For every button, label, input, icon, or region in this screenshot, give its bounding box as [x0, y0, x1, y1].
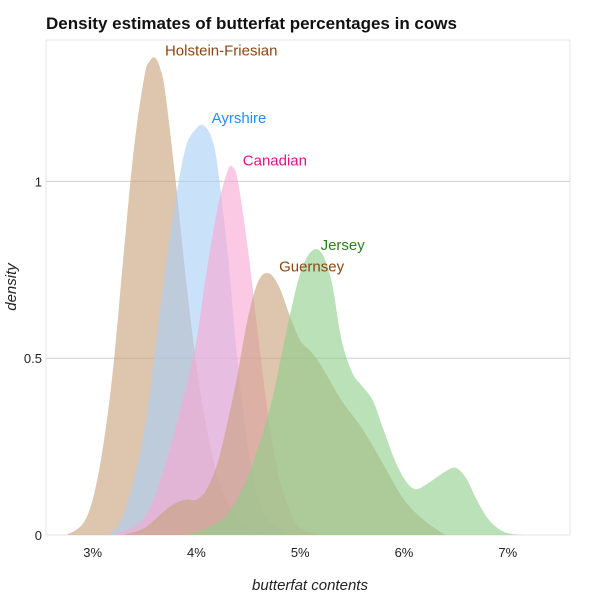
x-tick-label-2: 5% [291, 545, 310, 560]
series-label-jersey: Jersey [321, 237, 366, 254]
series-label-ayrshire: Ayrshire [212, 110, 267, 127]
series-labels: Holstein-Friesian Ayrshire Canadian Guernse… [165, 43, 365, 276]
x-tick-label-0: 3% [83, 545, 102, 560]
density-area-jersey [186, 249, 524, 536]
series-label-holstein-friesian: Holstein-Friesian [165, 43, 278, 60]
y-axis-title: density [3, 262, 20, 311]
x-tick-label-1: 4% [187, 545, 206, 560]
axes: 3% 4% 5% 6% 7% 0 0.5 1 [24, 174, 518, 560]
series-label-guernsey: Guernsey [279, 258, 345, 275]
x-axis-title: butterfat contents [252, 577, 368, 594]
x-tick-label-3: 6% [395, 545, 414, 560]
x-tick-label-4: 7% [498, 545, 517, 560]
y-tick-label-2: 1 [35, 174, 42, 189]
y-tick-label-1: 0.5 [24, 351, 42, 366]
series-label-canadian: Canadian [243, 152, 307, 169]
series-areas [66, 57, 524, 536]
y-tick-label-0: 0 [35, 528, 42, 543]
chart-title: Density estimates of butterfat percentag… [46, 14, 457, 33]
